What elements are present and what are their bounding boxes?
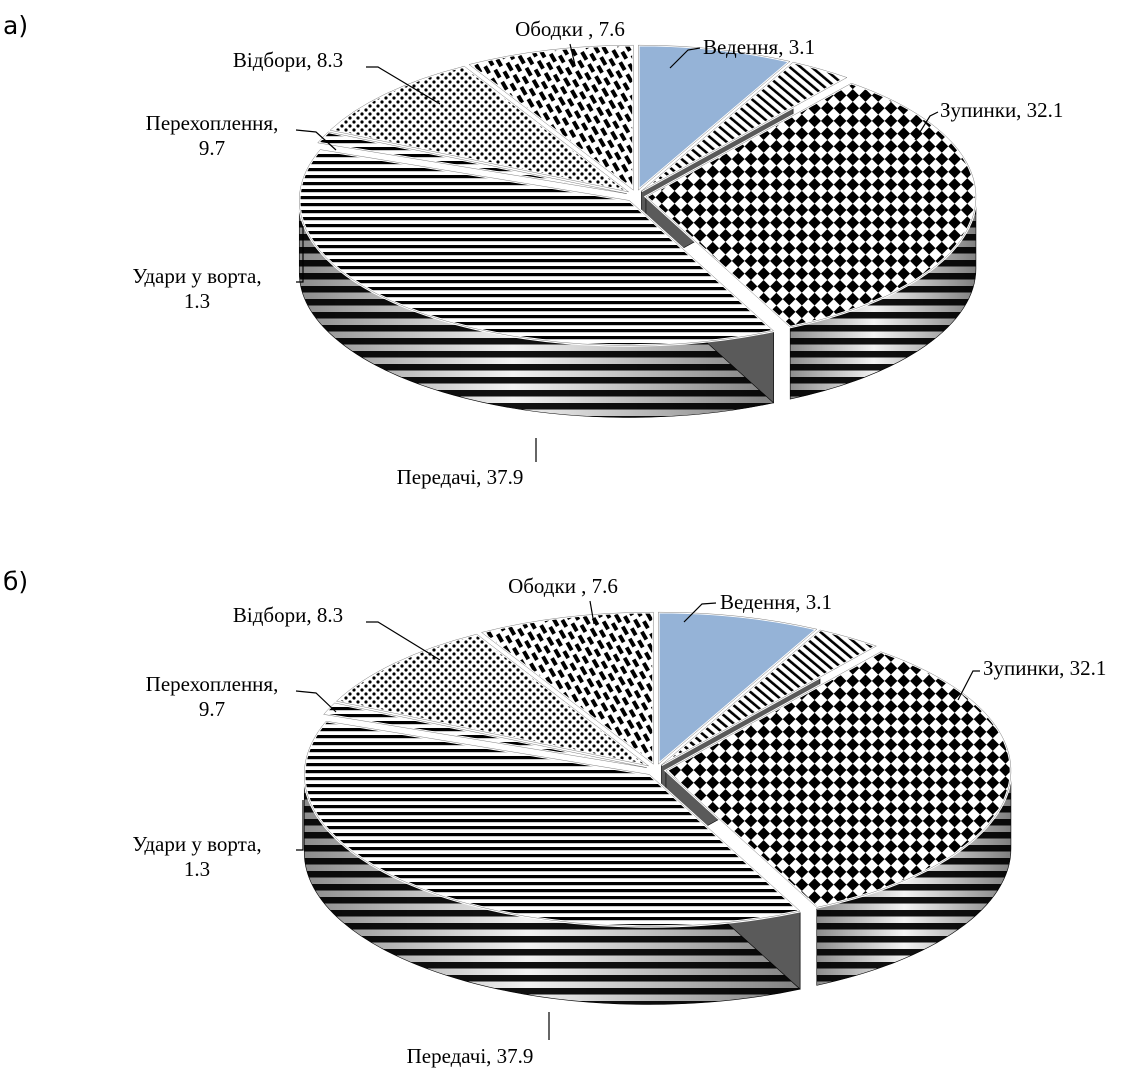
slice-side-shading [304,774,801,1005]
slice-labels: Ободки , 7.6 Ведення, 3.1 Зупинки, 32.1 Пер… [132,574,1106,1068]
slice-label-line: Ободки , 7.6 [508,574,618,598]
slice-label: Ободки , 7.6 [508,574,618,598]
slice-label: Зупинки, 32.1 [983,656,1106,680]
slice-label: Відбори, 8.3 [233,48,343,72]
leader-line [669,47,701,69]
pie-slice-outline [658,611,818,765]
slice-labels: Ободки , 7.6 Ведення, 3.1 Зупинки, 32.1 Пер… [132,17,1063,489]
leader-line [296,226,304,283]
panel-label: а) [3,11,28,40]
panel-label: б) [3,567,28,596]
leader-line [295,129,337,151]
slice-label-line: Удари у ворта, [132,264,261,288]
slice-side-shading [816,770,1011,986]
leader-line [589,600,595,625]
slice-label: Ободки , 7.6 [515,17,625,41]
pie-slice-outline [661,629,877,766]
slice-label-line: 9.7 [199,136,225,160]
slice-label-line: Зупинки, 32.1 [940,98,1063,122]
slice-label: Удари у ворта, 1.3 [132,264,261,313]
pie-tops [298,43,978,347]
slice-label-line: 1.3 [184,857,210,881]
slice-label-line: Перехоплення, [146,111,279,135]
leader-line [296,800,304,851]
slice-label-line: Перехоплення, [146,672,279,696]
slice-label: Удари у ворта, 1.3 [132,832,261,881]
pie-slice-outline [480,611,654,765]
pie-slice-outline [299,149,775,346]
pie-slice-outline [329,65,629,193]
slice-label-line: Передачі, 37.9 [397,465,524,489]
pie-chart-b: б) Ободки , 7.6 Ведення, 3.1 Зупинки, 32.1 П… [3,567,1106,1068]
slice-label: Передачі, 37.9 [397,465,524,489]
pie-slice-outline [304,720,801,927]
slice-label-line: Ободки , 7.6 [515,17,625,41]
pie-chart-a: а) Ободки , 7.6 Ведення, 3.1 Зупинки, 32.1 П… [3,11,1063,489]
leader-line [366,66,441,105]
pie-slice-outline [641,61,848,192]
leader-line [914,111,939,141]
slice-side-shading [299,200,774,418]
slice-label: Передачі, 37.9 [407,1044,534,1068]
leader-line [957,670,980,701]
slice-label-line: Відбори, 8.3 [233,603,343,627]
pie-slice-outline [645,82,977,328]
pie-slice-outline [335,633,649,767]
slice-label-line: Ведення, 3.1 [720,590,832,614]
leader-line [295,690,337,713]
slice-label: Ведення, 3.1 [720,590,832,614]
slice-label-line: Удари у ворта, [132,832,261,856]
slice-label-line: 1.3 [184,289,210,313]
slice-label-line: Відбори, 8.3 [233,48,343,72]
leader-line [569,43,576,66]
slice-label-line: Передачі, 37.9 [407,1044,534,1068]
pie-slice-outline [638,44,791,191]
pie-slice-outline [468,44,634,191]
slice-label: Перехоплення, 9.7 [146,672,279,721]
slice-label: Відбори, 8.3 [233,603,343,627]
slice-label-line: Ведення, 3.1 [703,35,815,59]
slice-label: Перехоплення, 9.7 [146,111,279,160]
pie-slice-outline [665,651,1012,908]
pie-slice-outline [323,702,647,768]
pie-tops [303,610,1013,928]
slice-label-line: 9.7 [199,697,225,721]
leader-line [683,602,717,623]
leader-line [366,621,441,661]
slice-label: Ведення, 3.1 [703,35,815,59]
slice-label-line: Зупинки, 32.1 [983,656,1106,680]
slice-label: Зупинки, 32.1 [940,98,1063,122]
